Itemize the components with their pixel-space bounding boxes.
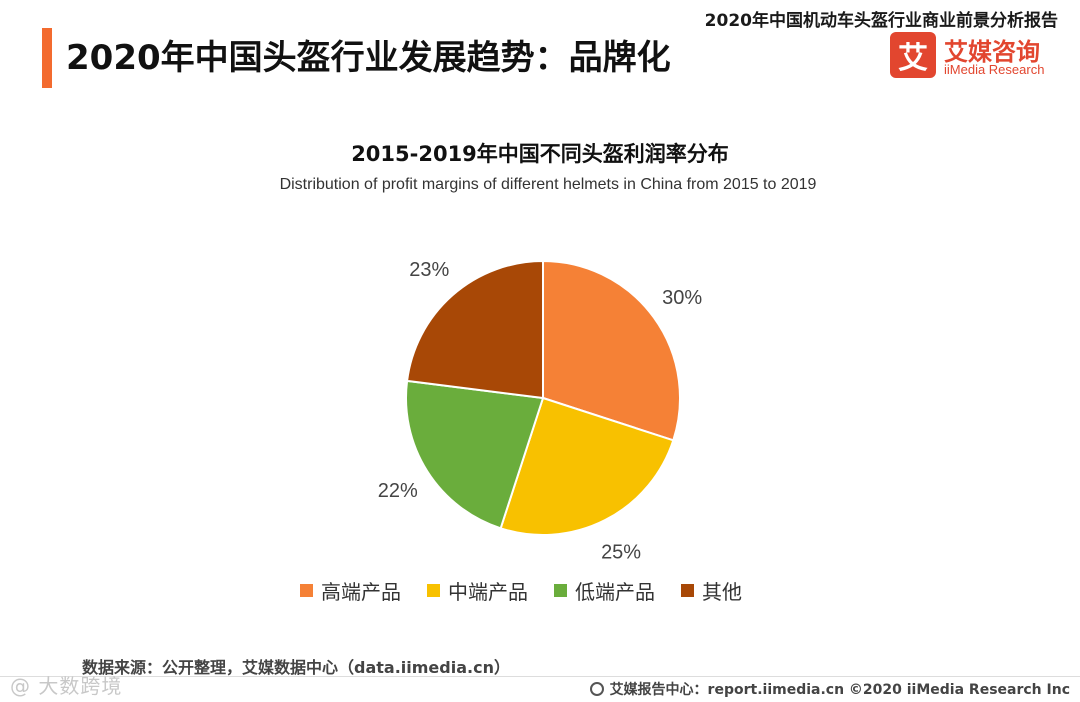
- legend-swatch: [681, 584, 694, 597]
- pie-slice-3: [405, 379, 545, 530]
- footer-credit: 艾媒报告中心：report.iimedia.cn ©2020 iiMedia R…: [589, 679, 1070, 699]
- pie-slice-4: [405, 259, 544, 400]
- iimedia-logo: 艾 艾媒咨询 iiMedia Research: [890, 32, 1060, 80]
- chart-title: 2015-2019年中国不同头盔利润率分布: [351, 142, 729, 166]
- pie-slice-1: [542, 259, 681, 442]
- footer-divider: [0, 676, 1080, 677]
- legend-item-4: 其他: [681, 576, 742, 605]
- logo-mark-icon: 艾: [890, 32, 936, 78]
- data-source: 数据来源：公开整理，艾媒数据中心（data.iimedia.cn）: [82, 658, 510, 677]
- pie-data-label-2: 25%: [601, 541, 641, 563]
- pie-data-label-3: 22%: [378, 480, 418, 502]
- footer-credit-text: 艾媒报告中心：report.iimedia.cn ©2020 iiMedia R…: [609, 682, 1070, 698]
- pie-data-label-4: 23%: [409, 259, 449, 281]
- report-title: 2020年中国机动车头盔行业商业前景分析报告: [704, 11, 1058, 31]
- legend-item-1: 高端产品: [300, 576, 401, 605]
- watermark: @ 大数跨境: [10, 674, 123, 698]
- legend-swatch: [427, 584, 440, 597]
- logo-english-name: iiMedia Research: [944, 62, 1045, 77]
- legend-item-2: 中端产品: [427, 576, 528, 605]
- page-title: 2020年中国头盔行业发展趋势：品牌化: [66, 38, 671, 78]
- legend-label: 其他: [702, 580, 742, 604]
- legend-swatch: [300, 584, 313, 597]
- legend-label: 低端产品: [575, 580, 655, 604]
- title-accent-bar: [42, 28, 52, 88]
- chart-subtitle: Distribution of profit margins of differ…: [279, 176, 817, 193]
- pie-data-label-1: 30%: [662, 287, 702, 309]
- legend-swatch: [554, 584, 567, 597]
- logo-chinese-name: 艾媒咨询: [944, 38, 1040, 66]
- legend-label: 高端产品: [321, 580, 401, 604]
- legend-item-3: 低端产品: [554, 576, 655, 605]
- chart-legend: 高端产品 中端产品 低端产品 其他: [300, 576, 742, 605]
- legend-label: 中端产品: [448, 580, 528, 604]
- pie-slice-2: [499, 396, 675, 536]
- globe-icon: [589, 682, 604, 696]
